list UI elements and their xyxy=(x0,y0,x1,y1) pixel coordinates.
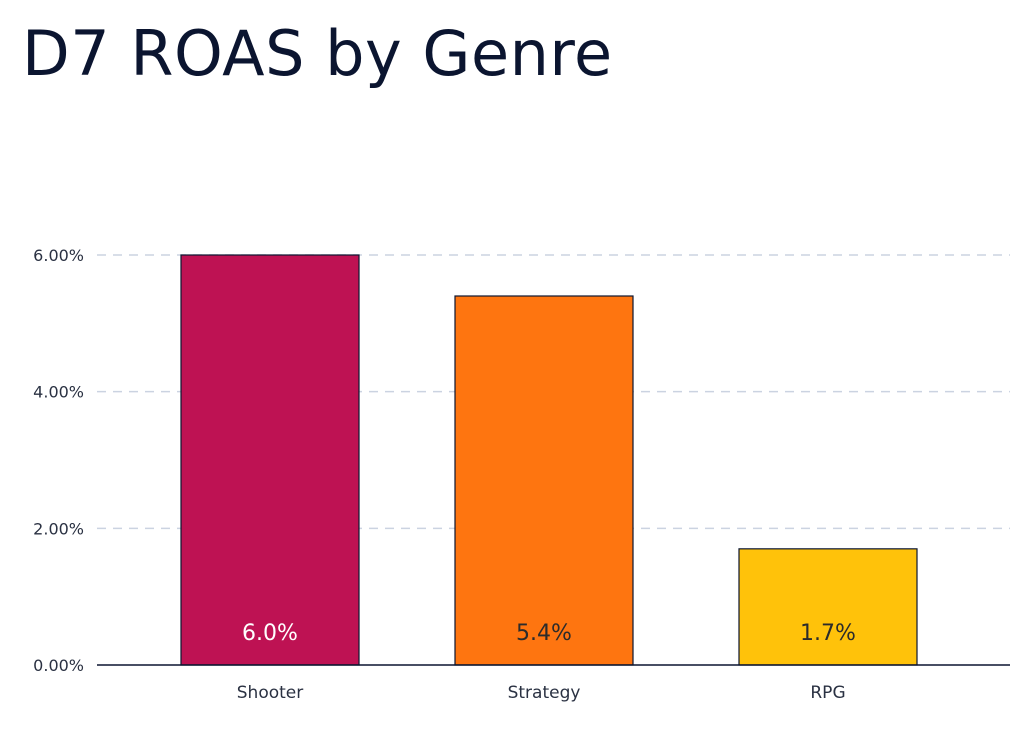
y-tick-label: 4.00% xyxy=(33,383,84,402)
x-axis-ticks: Shooter Strategy RPG xyxy=(237,683,846,703)
data-labels: 6.0% 5.4% 1.7% xyxy=(242,621,856,646)
bar-rpg xyxy=(738,548,918,666)
x-tick-label: Strategy xyxy=(508,683,581,703)
x-tick-label: Shooter xyxy=(237,683,303,703)
x-tick-label: RPG xyxy=(810,683,845,703)
y-axis-ticks: 0.00% 2.00% 4.00% 6.00% xyxy=(33,246,84,675)
bar-strategy xyxy=(454,295,634,666)
y-tick-label: 2.00% xyxy=(33,519,84,538)
data-label: 1.7% xyxy=(800,621,856,646)
data-label: 5.4% xyxy=(516,621,572,646)
y-tick-label: 0.00% xyxy=(33,656,84,675)
y-tick-label: 6.00% xyxy=(33,246,84,265)
data-label: 6.0% xyxy=(242,621,298,646)
bars xyxy=(180,254,918,666)
bar-shooter xyxy=(180,254,360,666)
chart-title: D7 ROAS by Genre xyxy=(22,17,613,90)
